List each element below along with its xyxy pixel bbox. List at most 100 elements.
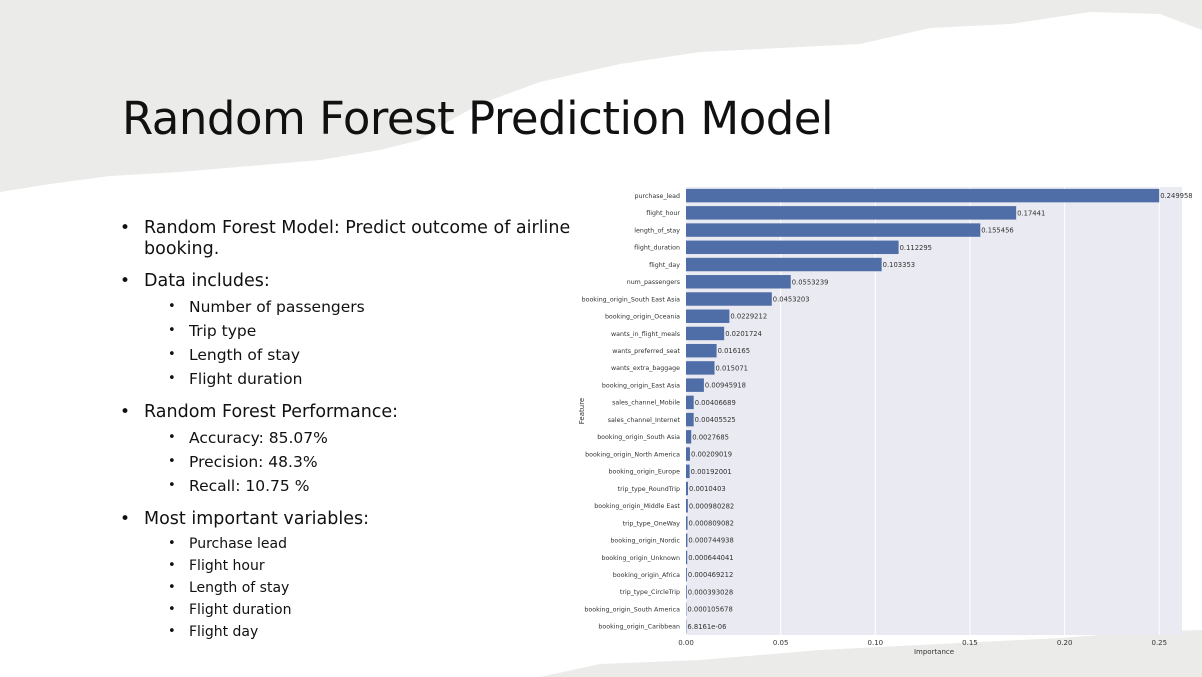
y-tick-label: booking_origin_South East Asia	[582, 296, 681, 303]
bullet-dot: •	[168, 430, 176, 445]
bar	[686, 275, 791, 289]
data-label: 0.000105678	[687, 606, 732, 614]
bar	[686, 585, 687, 599]
bullet-text: Most important variables:	[144, 509, 369, 529]
sub-bullet-list: • Accuracy: 85.07% • Precision: 48.3% • Recal…	[144, 426, 590, 498]
data-label: 0.00209019	[691, 451, 732, 459]
data-label: 0.0553239	[792, 278, 829, 286]
data-label: 0.0453203	[773, 296, 810, 304]
sub-bullet-item: • Flight duration	[168, 599, 590, 621]
bar	[686, 395, 694, 410]
bar	[686, 326, 725, 341]
y-axis-label: Feature	[578, 398, 586, 424]
bullet-item: • Most important variables: • Purchase lead…	[120, 509, 590, 643]
sub-bullet-item: • Length of stay	[168, 577, 590, 599]
y-tick-label: booking_origin_North America	[585, 451, 680, 458]
x-tick-label: 0.10	[868, 639, 884, 647]
y-tick-label: booking_origin_South America	[584, 606, 680, 613]
y-tick-label: booking_origin_Europe	[609, 469, 681, 476]
y-tick-label: booking_origin_Unknown	[601, 555, 680, 562]
data-label: 0.000744938	[688, 537, 733, 545]
y-tick-label: num_passengers	[627, 279, 680, 286]
y-tick-label: booking_origin_Oceania	[605, 314, 680, 321]
y-tick-label: booking_origin_Caribbean	[598, 624, 680, 631]
y-tick-label: wants_preferred_seat	[612, 348, 680, 355]
sub-bullet-item: • Number of passengers	[168, 295, 590, 319]
data-label: 0.015071	[716, 364, 748, 372]
x-tick-label: 0.25	[1151, 639, 1167, 647]
bar	[686, 378, 704, 392]
bar	[686, 292, 772, 306]
data-label: 0.0027685	[692, 433, 729, 441]
sub-bullet-list: • Number of passengers • Trip type • Length o…	[144, 295, 590, 391]
sub-bullet-text: Flight duration	[189, 370, 303, 388]
data-label: 0.103353	[883, 261, 915, 269]
sub-bullet-item: • Recall: 10.75 %	[168, 474, 590, 498]
data-label: 0.00192001	[691, 468, 732, 476]
bullet-text: Random Forest Model: Predict outcome of …	[144, 218, 571, 259]
bar	[686, 430, 692, 444]
bar	[686, 206, 1017, 220]
y-tick-label: wants_in_flight_meals	[611, 331, 680, 338]
sub-bullet-text: Precision: 48.3%	[189, 453, 318, 471]
bullet-dot: •	[168, 624, 176, 639]
y-tick-label: booking_origin_South Asia	[597, 434, 680, 441]
x-axis-label: Importance	[914, 648, 954, 656]
sub-bullet-text: Accuracy: 85.07%	[189, 429, 328, 447]
y-tick-label: flight_hour	[646, 210, 680, 217]
bar	[686, 343, 717, 358]
bar	[686, 223, 981, 237]
data-label: 0.00406689	[695, 399, 736, 407]
torn-paper-bottom	[540, 630, 1202, 677]
bar	[686, 412, 694, 427]
sub-bullet-list: • Purchase lead • Flight hour • Length of sta…	[144, 533, 590, 643]
sub-bullet-item: • Length of stay	[168, 343, 590, 367]
bar	[686, 567, 687, 582]
data-label: 0.00405525	[695, 416, 736, 424]
y-tick-label: length_of_stay	[634, 227, 680, 234]
data-label: 0.0229212	[730, 313, 767, 321]
x-tick-label: 0.00	[678, 639, 694, 647]
bullet-text: Random Forest Performance:	[144, 402, 399, 422]
sub-bullet-text: Length of stay	[189, 580, 290, 596]
plot-area	[686, 187, 1182, 635]
bullet-item: • Data includes: • Number of passengers • Tri…	[120, 271, 590, 391]
feature-importance-chart: 0.00 0.05 0.10 0.15 0.20 0.25 purchase_lead 0.2…	[578, 187, 1192, 656]
sub-bullet-item: • Flight day	[168, 621, 590, 643]
sub-bullet-item: • Trip type	[168, 319, 590, 343]
bar	[686, 188, 1160, 203]
bullet-dot: •	[120, 509, 131, 529]
bar	[686, 481, 688, 496]
y-tick-label: booking_origin_Nordic	[610, 538, 680, 545]
bar	[686, 464, 690, 479]
bullet-dot: •	[168, 347, 176, 362]
y-tick-label: trip_type_CircleTrip	[620, 589, 680, 596]
data-label: 0.155456	[981, 227, 1013, 235]
slide-title: Random Forest Prediction Model	[122, 92, 833, 145]
bullet-dot: •	[168, 536, 176, 551]
sub-bullet-text: Flight duration	[189, 602, 292, 618]
x-tick-label: 0.05	[773, 639, 789, 647]
sub-bullet-item: • Purchase lead	[168, 533, 590, 555]
sub-bullet-text: Length of stay	[189, 346, 301, 364]
sub-bullet-text: Flight hour	[189, 558, 265, 574]
bar	[686, 240, 899, 255]
bullet-dot: •	[168, 299, 176, 314]
bullet-text: Data includes:	[144, 271, 270, 291]
sub-bullet-item: • Accuracy: 85.07%	[168, 426, 590, 450]
bar	[686, 257, 882, 272]
data-label: 0.17441	[1017, 209, 1045, 217]
bullet-dot: •	[168, 371, 176, 386]
y-tick-label: flight_duration	[634, 245, 680, 252]
data-label: 0.0201724	[725, 330, 762, 338]
sub-bullet-text: Purchase lead	[189, 536, 287, 552]
y-tick-label: trip_type_OneWay	[623, 520, 681, 527]
data-label: 0.000393028	[688, 588, 733, 596]
bullet-dot: •	[168, 580, 176, 595]
x-tick-label: 0.15	[962, 639, 978, 647]
data-label: 0.000980282	[689, 502, 734, 510]
bullet-list: • Random Forest Model: Predict outcome of…	[120, 218, 590, 654]
data-label: 6.8161e-06	[687, 623, 726, 631]
sub-bullet-item: • Flight hour	[168, 555, 590, 577]
